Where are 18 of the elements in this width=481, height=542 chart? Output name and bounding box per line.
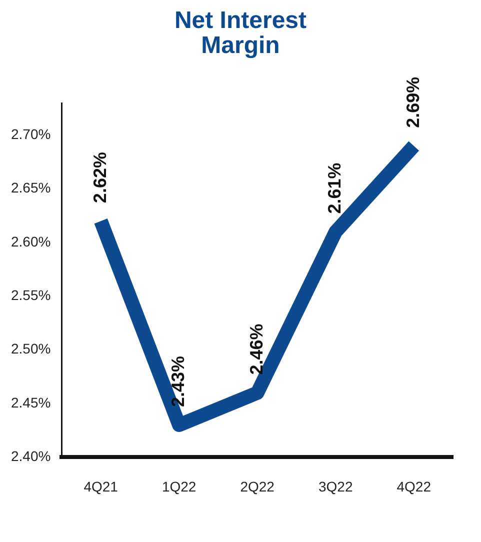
data-label: 2.62% [90,152,110,204]
data-label: 2.69% [402,76,423,128]
chart-title: Net Interest Margin [173,7,308,59]
x-tick-label: 3Q22 [318,478,353,494]
y-tick-label: 2.60% [10,233,51,250]
y-tick-label: 2.55% [10,287,51,304]
x-tick-label: 2Q22 [240,478,275,494]
x-tick-label: 4Q22 [396,478,432,494]
data-label: 2.43% [168,356,188,407]
x-tick-label: 4Q21 [84,478,118,494]
y-tick-label: 2.65% [10,180,51,196]
y-tick-label: 2.45% [10,394,51,410]
y-tick-label: 2.50% [10,340,51,357]
data-label: 2.46% [246,324,266,375]
y-tick-label: 2.40% [10,448,51,464]
x-tick-label: 1Q22 [162,478,196,494]
data-label: 2.61% [324,162,345,214]
y-tick-label: 2.70% [10,126,51,142]
